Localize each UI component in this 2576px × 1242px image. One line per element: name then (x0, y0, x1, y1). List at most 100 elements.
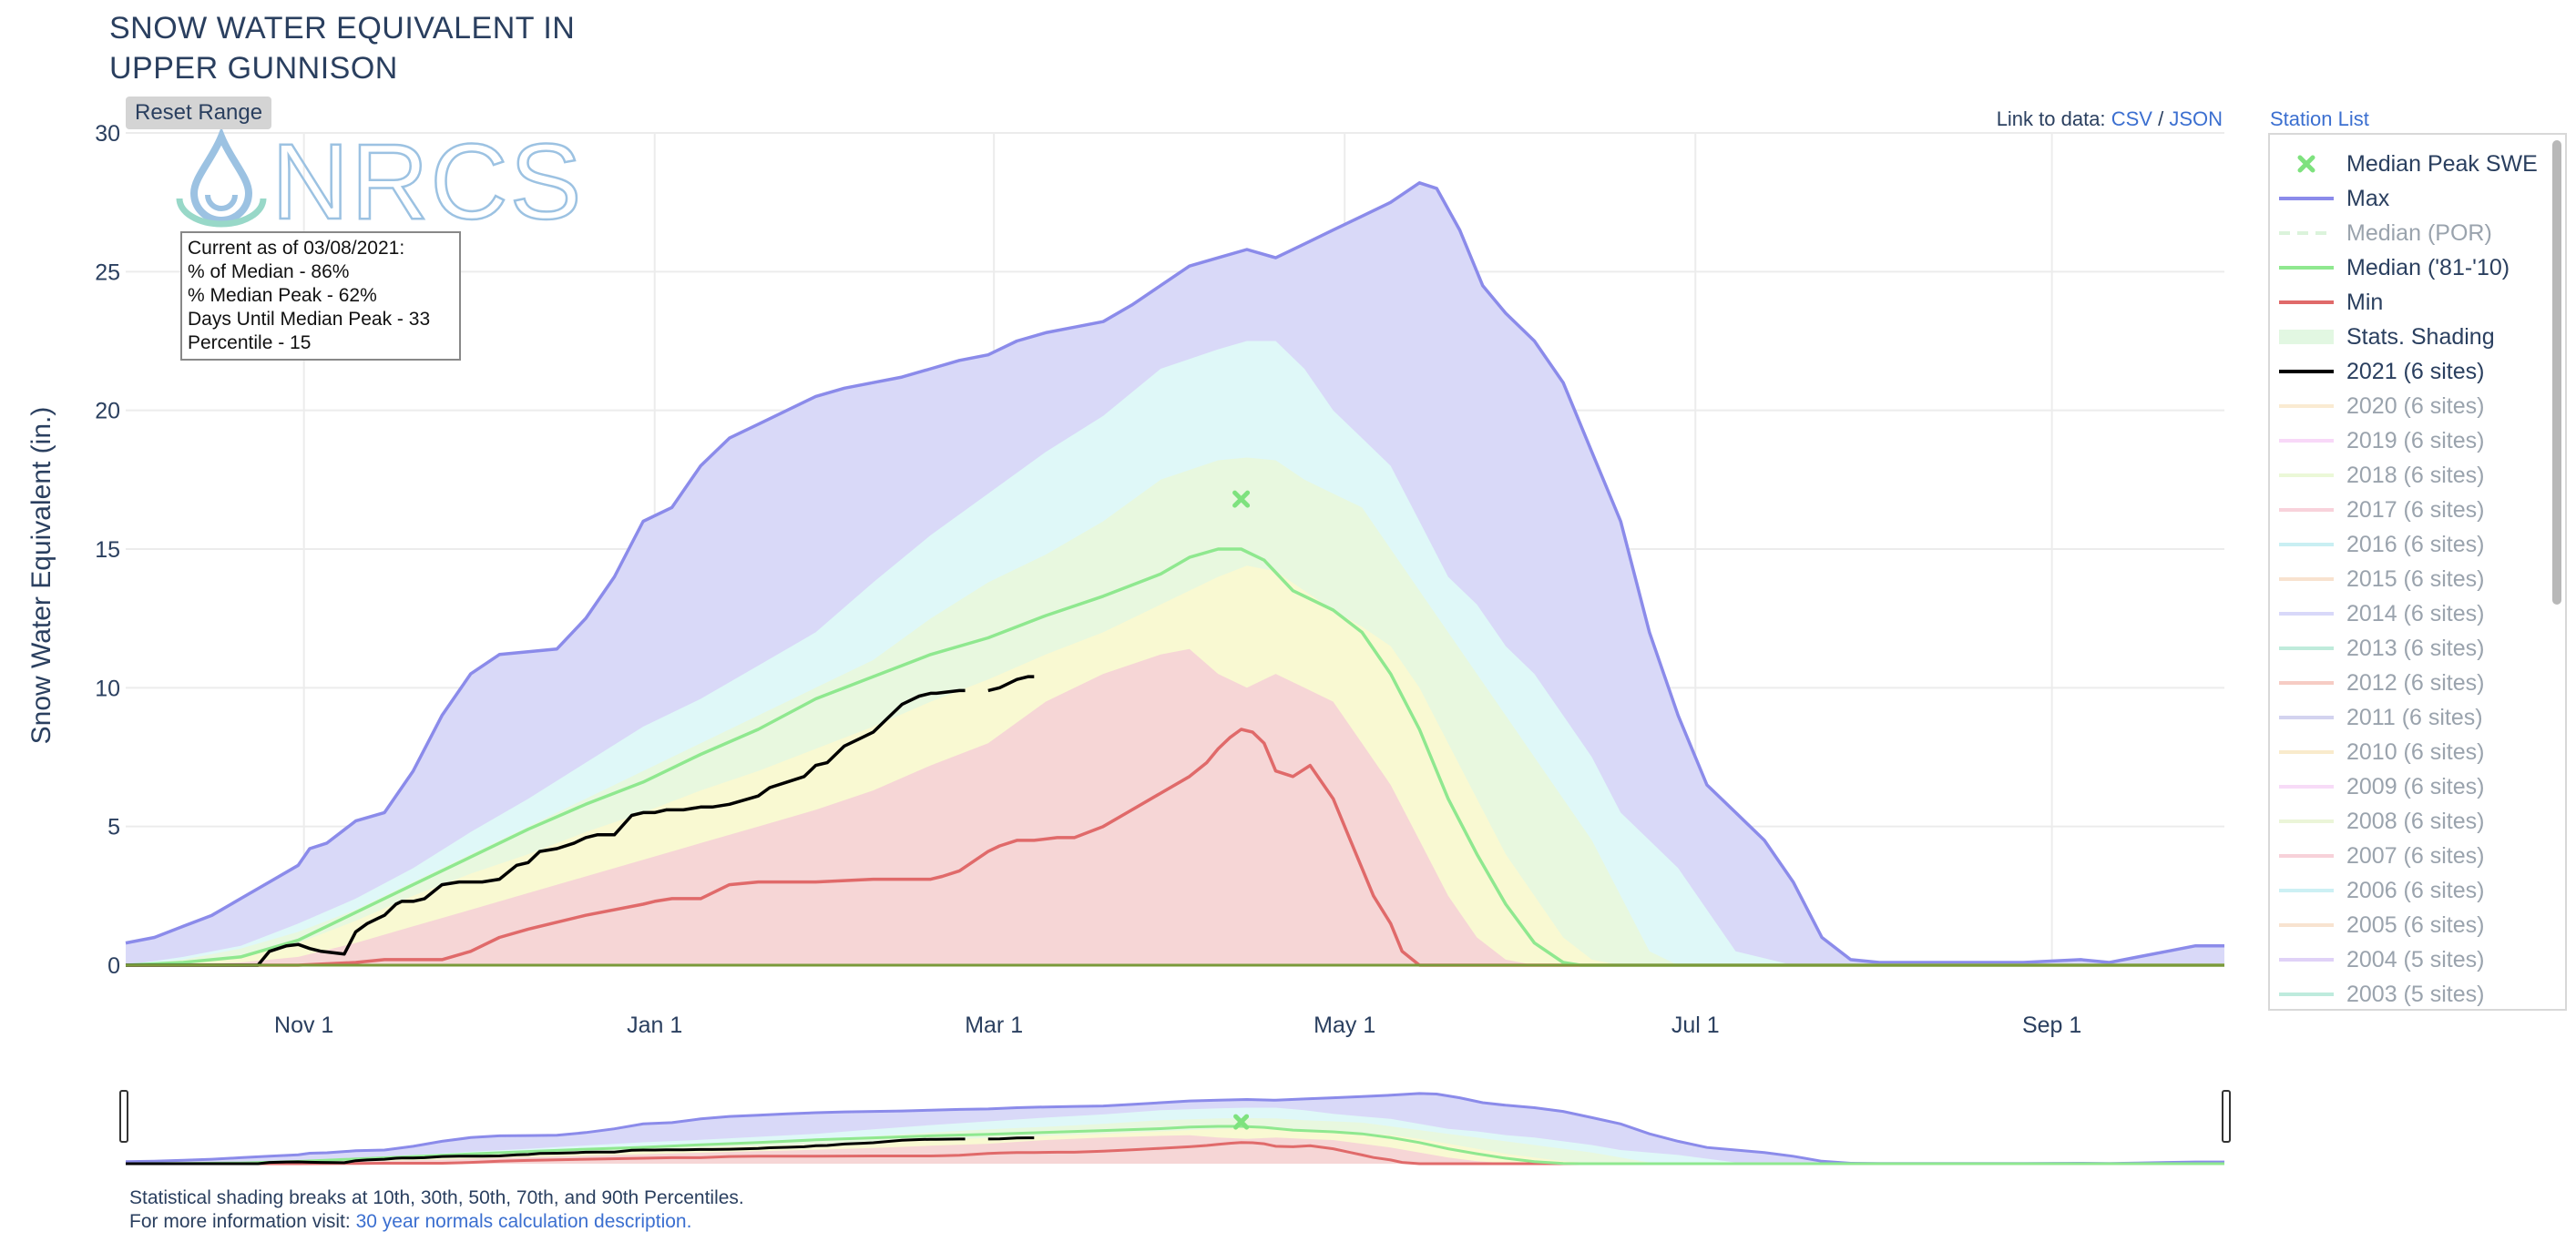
footer-note: Statistical shading breaks at 10th, 30th… (129, 1187, 744, 1208)
y-tick-label: 0 (107, 953, 120, 979)
legend-item[interactable]: Median Peak SWE (2279, 148, 2538, 180)
legend-swatch (2279, 439, 2334, 443)
legend-swatch (2279, 993, 2334, 996)
legend-swatch (2279, 300, 2334, 304)
normals-description-link[interactable]: 30 year normals calculation description. (355, 1211, 692, 1232)
legend-item[interactable]: 2003 (5 sites) (2279, 978, 2485, 1009)
legend-item[interactable]: 2020 (6 sites) (2279, 390, 2484, 422)
legend-swatch (2279, 923, 2334, 927)
legend-swatch (2279, 820, 2334, 823)
legend-swatch (2279, 197, 2334, 200)
legend-label: 2003 (5 sites) (2346, 981, 2485, 1007)
current-status-box: Current as of 03/08/2021: % of Median - … (180, 231, 461, 361)
legend-item[interactable]: 2018 (6 sites) (2279, 459, 2484, 492)
series-line-min (126, 728, 2224, 967)
legend-item[interactable]: Median ('81-'10) (2279, 251, 2510, 284)
series-line-median-81-10- (125, 547, 2224, 967)
mini-line-min (126, 1141, 2224, 1166)
legend-swatch (2279, 681, 2334, 685)
legend-label: Median Peak SWE (2346, 150, 2538, 177)
legend-item[interactable]: Median (POR) (2279, 217, 2492, 249)
footer-info: For more information visit: 30 year norm… (129, 1211, 691, 1233)
legend-swatch (2279, 646, 2334, 650)
legend[interactable]: Median Peak SWE Max Median (POR) Median ('8… (2268, 133, 2567, 1011)
legend-item[interactable]: 2013 (6 sites) (2279, 632, 2484, 665)
legend-swatch (2279, 958, 2334, 962)
legend-swatch (2279, 231, 2334, 235)
legend-item[interactable]: 2012 (6 sites) (2279, 667, 2484, 699)
nrcs-logo-text: NRCS (271, 122, 583, 242)
nrcs-logo: NRCS (176, 121, 583, 243)
legend-swatch (2279, 508, 2334, 512)
median-peak-marker-layer[interactable] (1232, 490, 1251, 508)
legend-label: 2009 (6 sites) (2346, 773, 2485, 799)
legend-swatch (2279, 854, 2334, 858)
legend-swatch (2279, 266, 2334, 270)
footer-info-prefix: For more information visit: (129, 1211, 351, 1232)
x-tick-label: Sep 1 (2022, 1013, 2081, 1038)
x-tick-label: May 1 (1314, 1013, 1375, 1038)
legend-item[interactable]: 2011 (6 sites) (2279, 701, 2483, 734)
x-tick-label: Mar 1 (965, 1013, 1023, 1038)
legend-item[interactable]: 2016 (6 sites) (2279, 528, 2484, 561)
legend-swatch (2279, 612, 2334, 616)
reset-range-button[interactable]: Reset Range (126, 97, 272, 129)
legend-swatch (2279, 404, 2334, 408)
series-line-2021-6-sites- (126, 675, 1035, 967)
series-lines[interactable] (125, 181, 2224, 967)
info-percent-median-peak: % Median Peak - 62% (188, 285, 377, 306)
legend-item[interactable]: 2021 (6 sites) (2279, 355, 2484, 388)
y-tick-label: 25 (95, 260, 120, 285)
legend-item[interactable]: 2015 (6 sites) (2279, 563, 2484, 596)
mini-band-30th-percentile (126, 1135, 2224, 1164)
range-slider[interactable] (125, 1092, 2224, 1166)
json-link[interactable]: JSON (2169, 107, 2223, 130)
x-axis-ticks: Nov 1 Jan 1 Mar 1 May 1 Jul 1 Sep 1 (274, 1013, 2081, 1038)
info-percent-of-median: % of Median - 86% (188, 261, 350, 282)
info-days-until-median-peak: Days Until Median Peak - 33 (188, 309, 431, 330)
band-30th-percentile (126, 648, 2224, 965)
legend-item[interactable]: Stats. Shading (2279, 321, 2495, 353)
csv-link[interactable]: CSV (2111, 107, 2152, 130)
station-list-link[interactable]: Station List (2270, 107, 2369, 130)
legend-item[interactable]: Max (2279, 182, 2389, 215)
legend-item[interactable]: 2010 (6 sites) (2279, 736, 2484, 769)
legend-item[interactable]: 2005 (6 sites) (2279, 909, 2484, 942)
legend-swatch (2279, 330, 2334, 344)
legend-item[interactable]: 2017 (6 sites) (2279, 494, 2484, 526)
legend-item[interactable]: 2004 (5 sites) (2279, 943, 2484, 976)
legend-swatch (2279, 543, 2334, 546)
range-slider-right-handle[interactable] (2222, 1090, 2231, 1143)
x-tick-label: Jul 1 (1671, 1013, 1720, 1038)
series-line-max (125, 181, 2224, 964)
legend-item[interactable]: 2006 (6 sites) (2279, 874, 2484, 907)
legend-label: 2012 (6 sites) (2346, 669, 2485, 696)
y-tick-label: 5 (107, 815, 120, 840)
legend-item[interactable]: 2014 (6 sites) (2279, 597, 2484, 630)
legend-label: Median ('81-'10) (2346, 254, 2510, 280)
data-links-separator: / (2158, 107, 2164, 130)
legend-item[interactable]: 2007 (6 sites) (2279, 840, 2484, 872)
mini-line-median-81-10- (125, 1125, 2224, 1166)
legend-swatch (2279, 370, 2334, 373)
median-peak-marker (1232, 490, 1251, 508)
legend-scrollbar[interactable] (2552, 140, 2561, 605)
legend-label: 2011 (6 sites) (2346, 704, 2483, 730)
legend-label: 2019 (6 sites) (2346, 427, 2485, 453)
legend-item[interactable]: 2009 (6 sites) (2279, 770, 2484, 803)
legend-label: Stats. Shading (2346, 323, 2495, 350)
legend-swatch (2279, 750, 2334, 754)
y-tick-label: 30 (95, 121, 120, 147)
legend-label: 2018 (6 sites) (2346, 462, 2485, 488)
legend-item[interactable]: 2008 (6 sites) (2279, 805, 2484, 838)
legend-item[interactable]: Min (2279, 286, 2383, 319)
legend-item[interactable]: 2019 (6 sites) (2279, 424, 2484, 457)
y-tick-label: 20 (95, 399, 120, 424)
data-links-prefix: Link to data: (1996, 107, 2106, 130)
legend-label: 2014 (6 sites) (2346, 600, 2485, 626)
legend-label: 2020 (6 sites) (2346, 392, 2485, 419)
legend-swatch (2297, 155, 2315, 173)
range-slider-left-handle[interactable] (119, 1090, 128, 1143)
legend-label: 2004 (5 sites) (2346, 946, 2485, 972)
